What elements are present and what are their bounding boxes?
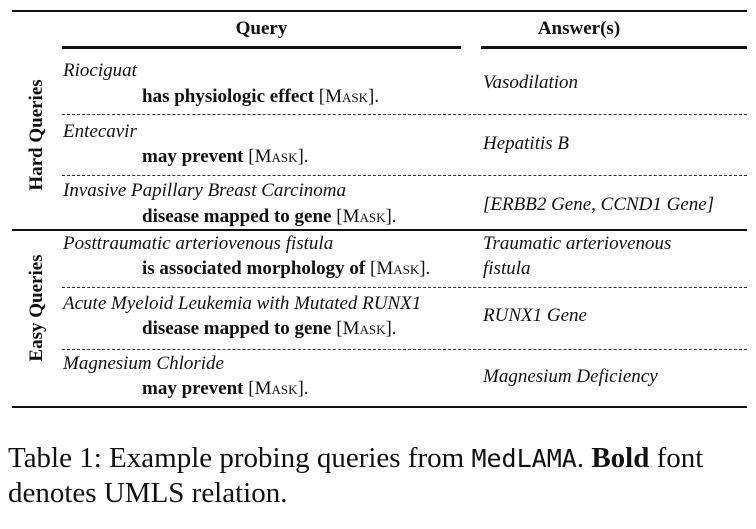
query-relation: may prevent [Mask]. xyxy=(142,378,309,399)
mask-token: Mask xyxy=(254,378,298,399)
query-relation: is associated morphology of [Mask]. xyxy=(142,258,431,279)
query-column-header: Query xyxy=(235,18,288,39)
mask-token: Mask xyxy=(325,86,369,107)
query-relation: may prevent [Mask]. xyxy=(142,146,309,167)
query-subject: Entecavir xyxy=(63,121,137,142)
row-separator xyxy=(62,349,747,350)
relation-text: has physiologic effect xyxy=(142,86,315,107)
mask-token: Mask xyxy=(376,258,420,279)
answer-cell: RUNX1 Gene xyxy=(483,305,587,326)
mask-token: Mask xyxy=(254,146,298,167)
caption-suffix: font denotes UMLS relation. xyxy=(8,442,704,509)
query-subject: Riociguat xyxy=(63,60,137,81)
relation-text: disease mapped to gene xyxy=(142,206,332,227)
row-separator xyxy=(62,114,747,115)
query-header-rule xyxy=(62,46,461,49)
mask-token: Mask xyxy=(342,318,386,339)
caption-bold-word: Bold xyxy=(591,442,650,474)
query-relation: disease mapped to gene [Mask]. xyxy=(142,318,397,339)
relation-text: disease mapped to gene xyxy=(142,318,332,339)
relation-text: is associated morphology of xyxy=(142,258,366,279)
mask-token: Mask xyxy=(342,206,386,227)
answer-cell: Magnesium Deficiency xyxy=(483,366,658,387)
answers-header-rule xyxy=(481,46,747,49)
caption-prefix: Table 1: Example probing queries from xyxy=(8,442,472,474)
query-subject: Invasive Papillary Breast Carcinoma xyxy=(63,180,347,201)
answer-cell: Hepatitis B xyxy=(483,133,570,154)
answer-cell-line1: Traumatic arteriovenous xyxy=(483,233,672,254)
relation-text: may prevent xyxy=(142,378,244,399)
answer-cell: [ERBB2 Gene, CCND1 Gene] xyxy=(483,194,715,215)
answer-cell-line2: fistula xyxy=(483,258,531,279)
answers-column-header: Answer(s) xyxy=(537,18,621,39)
hard-queries-label: Hard Queries xyxy=(26,79,47,191)
caption-middle: . xyxy=(576,442,592,474)
bottom-rule xyxy=(12,406,747,408)
row-separator xyxy=(62,287,747,288)
query-subject: Acute Myeloid Leukemia with Mutated RUNX… xyxy=(63,293,422,314)
easy-queries-label: Easy Queries xyxy=(26,254,47,362)
group-separator-rule xyxy=(12,229,747,231)
query-relation: has physiologic effect [Mask]. xyxy=(142,86,380,107)
table-caption: Table 1: Example probing queries from Me… xyxy=(8,441,753,511)
query-relation: disease mapped to gene [Mask]. xyxy=(142,206,397,227)
query-subject: Magnesium Chloride xyxy=(63,353,224,374)
relation-text: may prevent xyxy=(142,146,244,167)
answer-cell: Vasodilation xyxy=(483,72,579,93)
top-rule xyxy=(12,10,747,12)
query-subject: Posttraumatic arteriovenous fistula xyxy=(63,233,334,254)
dataset-name: MedLAMA xyxy=(471,444,577,473)
row-separator xyxy=(62,175,747,176)
